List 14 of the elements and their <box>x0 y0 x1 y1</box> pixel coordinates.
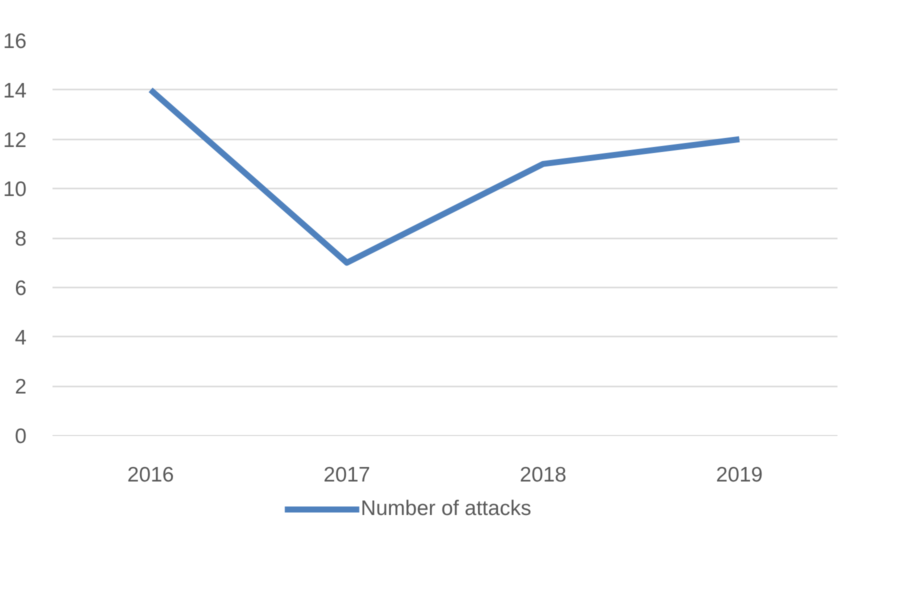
x-tick-label: 2018 <box>520 464 566 486</box>
legend-label: Number of attacks <box>360 497 532 521</box>
x-tick-label: 2019 <box>716 464 763 486</box>
x-tick-label: 2016 <box>127 464 174 486</box>
y-tick-label: 0 <box>14 425 27 448</box>
y-tick-label: 14 <box>3 79 27 102</box>
y-tick-label: 8 <box>14 228 27 250</box>
y-tick-label: 4 <box>14 326 27 350</box>
y-tick-label: 6 <box>14 276 27 300</box>
y-tick-label: 16 <box>3 30 26 53</box>
y-tick-label: 10 <box>3 178 26 202</box>
x-tick-label: 2017 <box>324 464 370 486</box>
y-tick-label: 2 <box>14 376 27 399</box>
y-tick-label: 12 <box>3 128 26 152</box>
